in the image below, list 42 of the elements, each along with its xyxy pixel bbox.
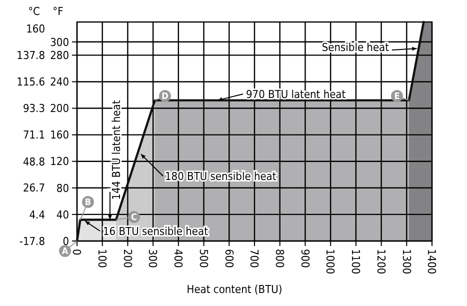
y-tick-label: 160 [50,128,69,142]
x-tick-label: 0 [70,249,84,256]
y-axis-title: °F [52,5,64,18]
y2-tick-label: 160 [26,22,45,36]
y2-tick-label: 4.4 [29,208,45,222]
y2-tick-label: -17.8 [19,234,45,248]
x-tick-label: 300 [146,249,160,268]
y-tick-label: 280 [50,49,69,62]
x-tick-label: 500 [196,249,210,268]
annotation: E [394,92,400,102]
y2-tick-label: 48.8 [22,155,45,168]
annotation: D [162,92,169,102]
y-tick-label: 200 [50,102,69,116]
y-tick-label: 120 [50,155,69,168]
x-tick-label: 1100 [349,249,362,274]
annotation: A [62,247,69,258]
x-axis-title: Heat content (BTU) [186,283,282,296]
annotation: 144 BTU latent heat [110,100,123,200]
x-tick-label: 400 [172,249,185,268]
y-tick-label: 40 [56,208,69,222]
y2-tick-label: 93.3 [22,102,45,116]
x-tick-label: 100 [96,249,109,268]
y2-tick-label: 26.7 [22,182,45,195]
y2-tick-label: 137.8 [16,49,45,62]
y-tick-label: 80 [56,182,69,195]
x-tick-label: 700 [248,249,261,268]
y2-axis-title: °C [28,5,40,18]
y-tick-label: 300 [50,36,69,49]
x-tick-label: 800 [273,249,286,268]
x-tick-label: 600 [222,249,236,268]
y-tick-label: 0 [62,234,69,248]
x-tick-label: 900 [298,249,312,268]
x-tick-label: 1000 [324,249,337,274]
x-tick-label: 1300 [400,249,413,274]
y2-tick-label: 115.6 [16,76,45,89]
y-tick-label: 240 [50,76,69,89]
annotation: B [84,198,92,208]
x-tick-label: 200 [120,249,134,268]
x-tick-label: 1400 [425,249,438,274]
annotation: C [131,213,138,224]
x-tick-label: 1200 [374,249,388,274]
y2-tick-label: 71.1 [22,128,45,142]
